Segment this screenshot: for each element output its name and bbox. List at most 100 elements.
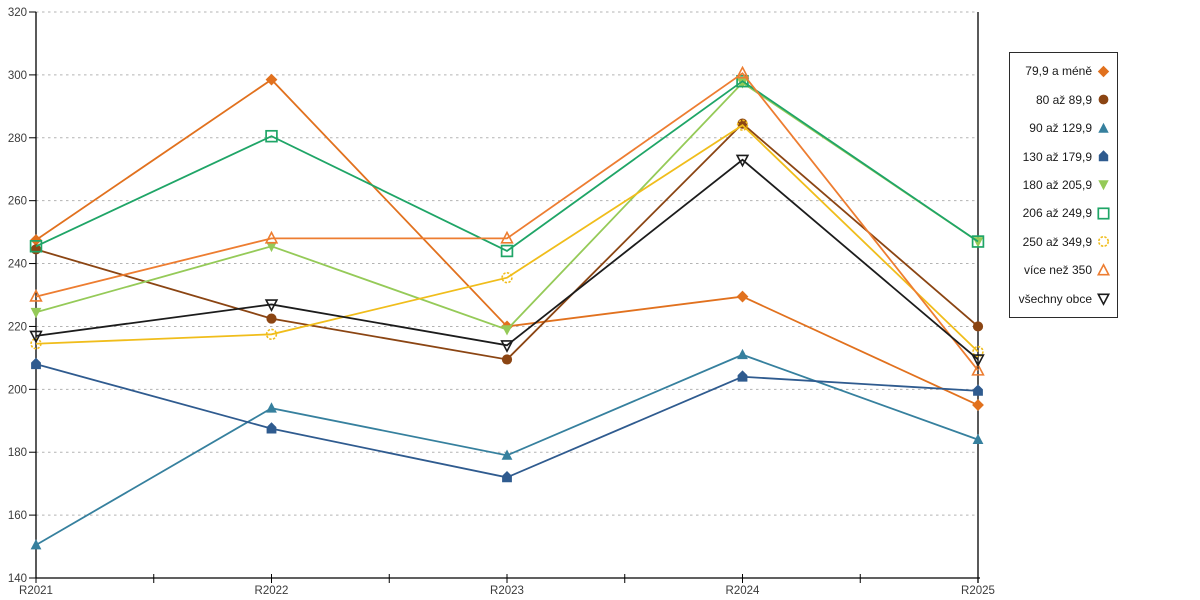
data-point-marker bbox=[736, 290, 749, 303]
data-point-marker bbox=[737, 78, 748, 89]
series-7 bbox=[30, 119, 984, 358]
data-point-marker bbox=[501, 449, 513, 460]
series-6 bbox=[29, 74, 985, 258]
legend-item-label: 79,9 a méně bbox=[1025, 64, 1092, 79]
data-point-marker bbox=[1098, 94, 1109, 105]
x-axis-category-label: R2021 bbox=[19, 585, 53, 597]
data-point-marker bbox=[1097, 65, 1110, 77]
series-line bbox=[35, 81, 979, 331]
legend-item-label: všechny obce bbox=[1018, 291, 1092, 306]
series-3 bbox=[30, 348, 984, 550]
y-axis-tick-label: 240 bbox=[8, 259, 27, 271]
data-point-marker bbox=[1096, 262, 1111, 276]
data-point-marker bbox=[972, 345, 984, 358]
chart-legend: 79,9 a méně 80 až 89,9 90 až 129,9 130 až 1… bbox=[1009, 52, 1118, 318]
legend-circle-icon bbox=[1098, 94, 1109, 105]
data-point-marker bbox=[266, 313, 277, 324]
data-point-marker bbox=[265, 328, 278, 341]
legend-circle-open-icon bbox=[1098, 236, 1109, 248]
data-point-marker bbox=[735, 154, 750, 168]
x-axis-category-label: R2022 bbox=[255, 585, 289, 597]
legend-item: více než 350 bbox=[1012, 257, 1111, 283]
legend-diamond-icon bbox=[1097, 65, 1110, 77]
legend-item-label: 90 až 129,9 bbox=[1029, 121, 1092, 136]
data-point-marker bbox=[264, 299, 279, 313]
legend-item: 206 až 249,9 bbox=[1012, 200, 1111, 226]
legend-triangle-up-icon bbox=[1096, 262, 1111, 276]
data-point-marker bbox=[1098, 150, 1109, 162]
y-axis-tick-label: 140 bbox=[8, 573, 27, 585]
data-point-marker bbox=[971, 354, 985, 368]
legend-item: 180 až 205,9 bbox=[1012, 172, 1111, 198]
data-point-marker bbox=[30, 539, 42, 550]
legend-item: 250 až 349,9 bbox=[1012, 229, 1111, 255]
legend-square-icon bbox=[1097, 207, 1110, 220]
legend-item: 90 až 129,9 bbox=[1012, 115, 1111, 141]
y-axis-tick-label: 280 bbox=[8, 133, 27, 145]
data-point-marker bbox=[30, 234, 42, 246]
legend-item-label: 180 až 205,9 bbox=[1022, 177, 1092, 192]
series-4 bbox=[31, 357, 983, 483]
data-point-marker bbox=[265, 73, 278, 86]
data-point-marker bbox=[266, 241, 277, 253]
series-line bbox=[35, 72, 979, 372]
legend-triangle-down-icon bbox=[1096, 293, 1111, 307]
data-point-marker bbox=[29, 330, 43, 344]
y-axis-tick-label: 180 bbox=[8, 447, 27, 459]
data-point-marker bbox=[29, 288, 43, 302]
y-axis-tick-label: 300 bbox=[8, 70, 27, 82]
y-axis-tick-label: 200 bbox=[8, 384, 27, 396]
series-8 bbox=[29, 65, 985, 376]
data-point-marker bbox=[737, 348, 748, 360]
legend-item-label: 206 až 249,9 bbox=[1022, 206, 1092, 221]
legend-triangle-down-icon bbox=[1098, 180, 1109, 191]
data-point-marker bbox=[266, 402, 277, 413]
data-point-marker bbox=[735, 65, 750, 79]
legend-item: 130 až 179,9 bbox=[1012, 144, 1111, 170]
series-line bbox=[35, 363, 979, 479]
series-line bbox=[35, 158, 979, 361]
data-point-marker bbox=[264, 230, 279, 244]
legend-item: 80 až 89,9 bbox=[1012, 87, 1111, 113]
data-point-marker bbox=[266, 422, 277, 434]
data-point-marker bbox=[1097, 207, 1110, 220]
data-point-marker bbox=[265, 129, 278, 143]
data-point-marker bbox=[1096, 293, 1111, 307]
series-line bbox=[35, 124, 979, 353]
data-point-marker bbox=[500, 244, 514, 258]
y-axis-tick-label: 320 bbox=[8, 7, 27, 19]
data-point-marker bbox=[30, 338, 42, 350]
legend-item: 79,9 a méně bbox=[1012, 58, 1111, 84]
x-axis-category-label: R2023 bbox=[490, 585, 524, 597]
data-point-marker bbox=[501, 325, 513, 336]
data-point-marker bbox=[972, 321, 984, 332]
data-point-marker bbox=[1098, 236, 1109, 248]
data-point-marker bbox=[971, 235, 985, 248]
legend-item-label: 250 až 349,9 bbox=[1022, 234, 1092, 249]
data-point-marker bbox=[971, 362, 985, 376]
data-point-marker bbox=[29, 240, 43, 253]
data-point-marker bbox=[500, 340, 514, 353]
legend-item-label: 80 až 89,9 bbox=[1035, 92, 1092, 107]
data-point-marker bbox=[1098, 122, 1109, 133]
data-point-marker bbox=[30, 307, 42, 319]
data-point-marker bbox=[736, 119, 749, 131]
legend-item-label: více než 350 bbox=[1023, 263, 1092, 278]
data-point-marker bbox=[972, 433, 984, 445]
data-point-marker bbox=[500, 230, 514, 244]
legend-item-label: 130 až 179,9 bbox=[1022, 149, 1092, 164]
data-point-marker bbox=[972, 399, 984, 411]
legend-item: všechny obce bbox=[1012, 286, 1111, 312]
y-axis-tick-label: 160 bbox=[8, 510, 27, 522]
data-point-marker bbox=[501, 272, 513, 284]
data-point-marker bbox=[502, 470, 512, 483]
y-axis-tick-label: 220 bbox=[8, 321, 27, 333]
data-point-marker bbox=[31, 357, 41, 370]
data-point-marker bbox=[1098, 180, 1109, 191]
data-point-marker bbox=[501, 354, 513, 365]
x-axis-category-label: R2024 bbox=[726, 585, 760, 597]
x-axis-category-label: R2025 bbox=[961, 585, 995, 597]
y-axis-tick-label: 260 bbox=[8, 196, 27, 208]
